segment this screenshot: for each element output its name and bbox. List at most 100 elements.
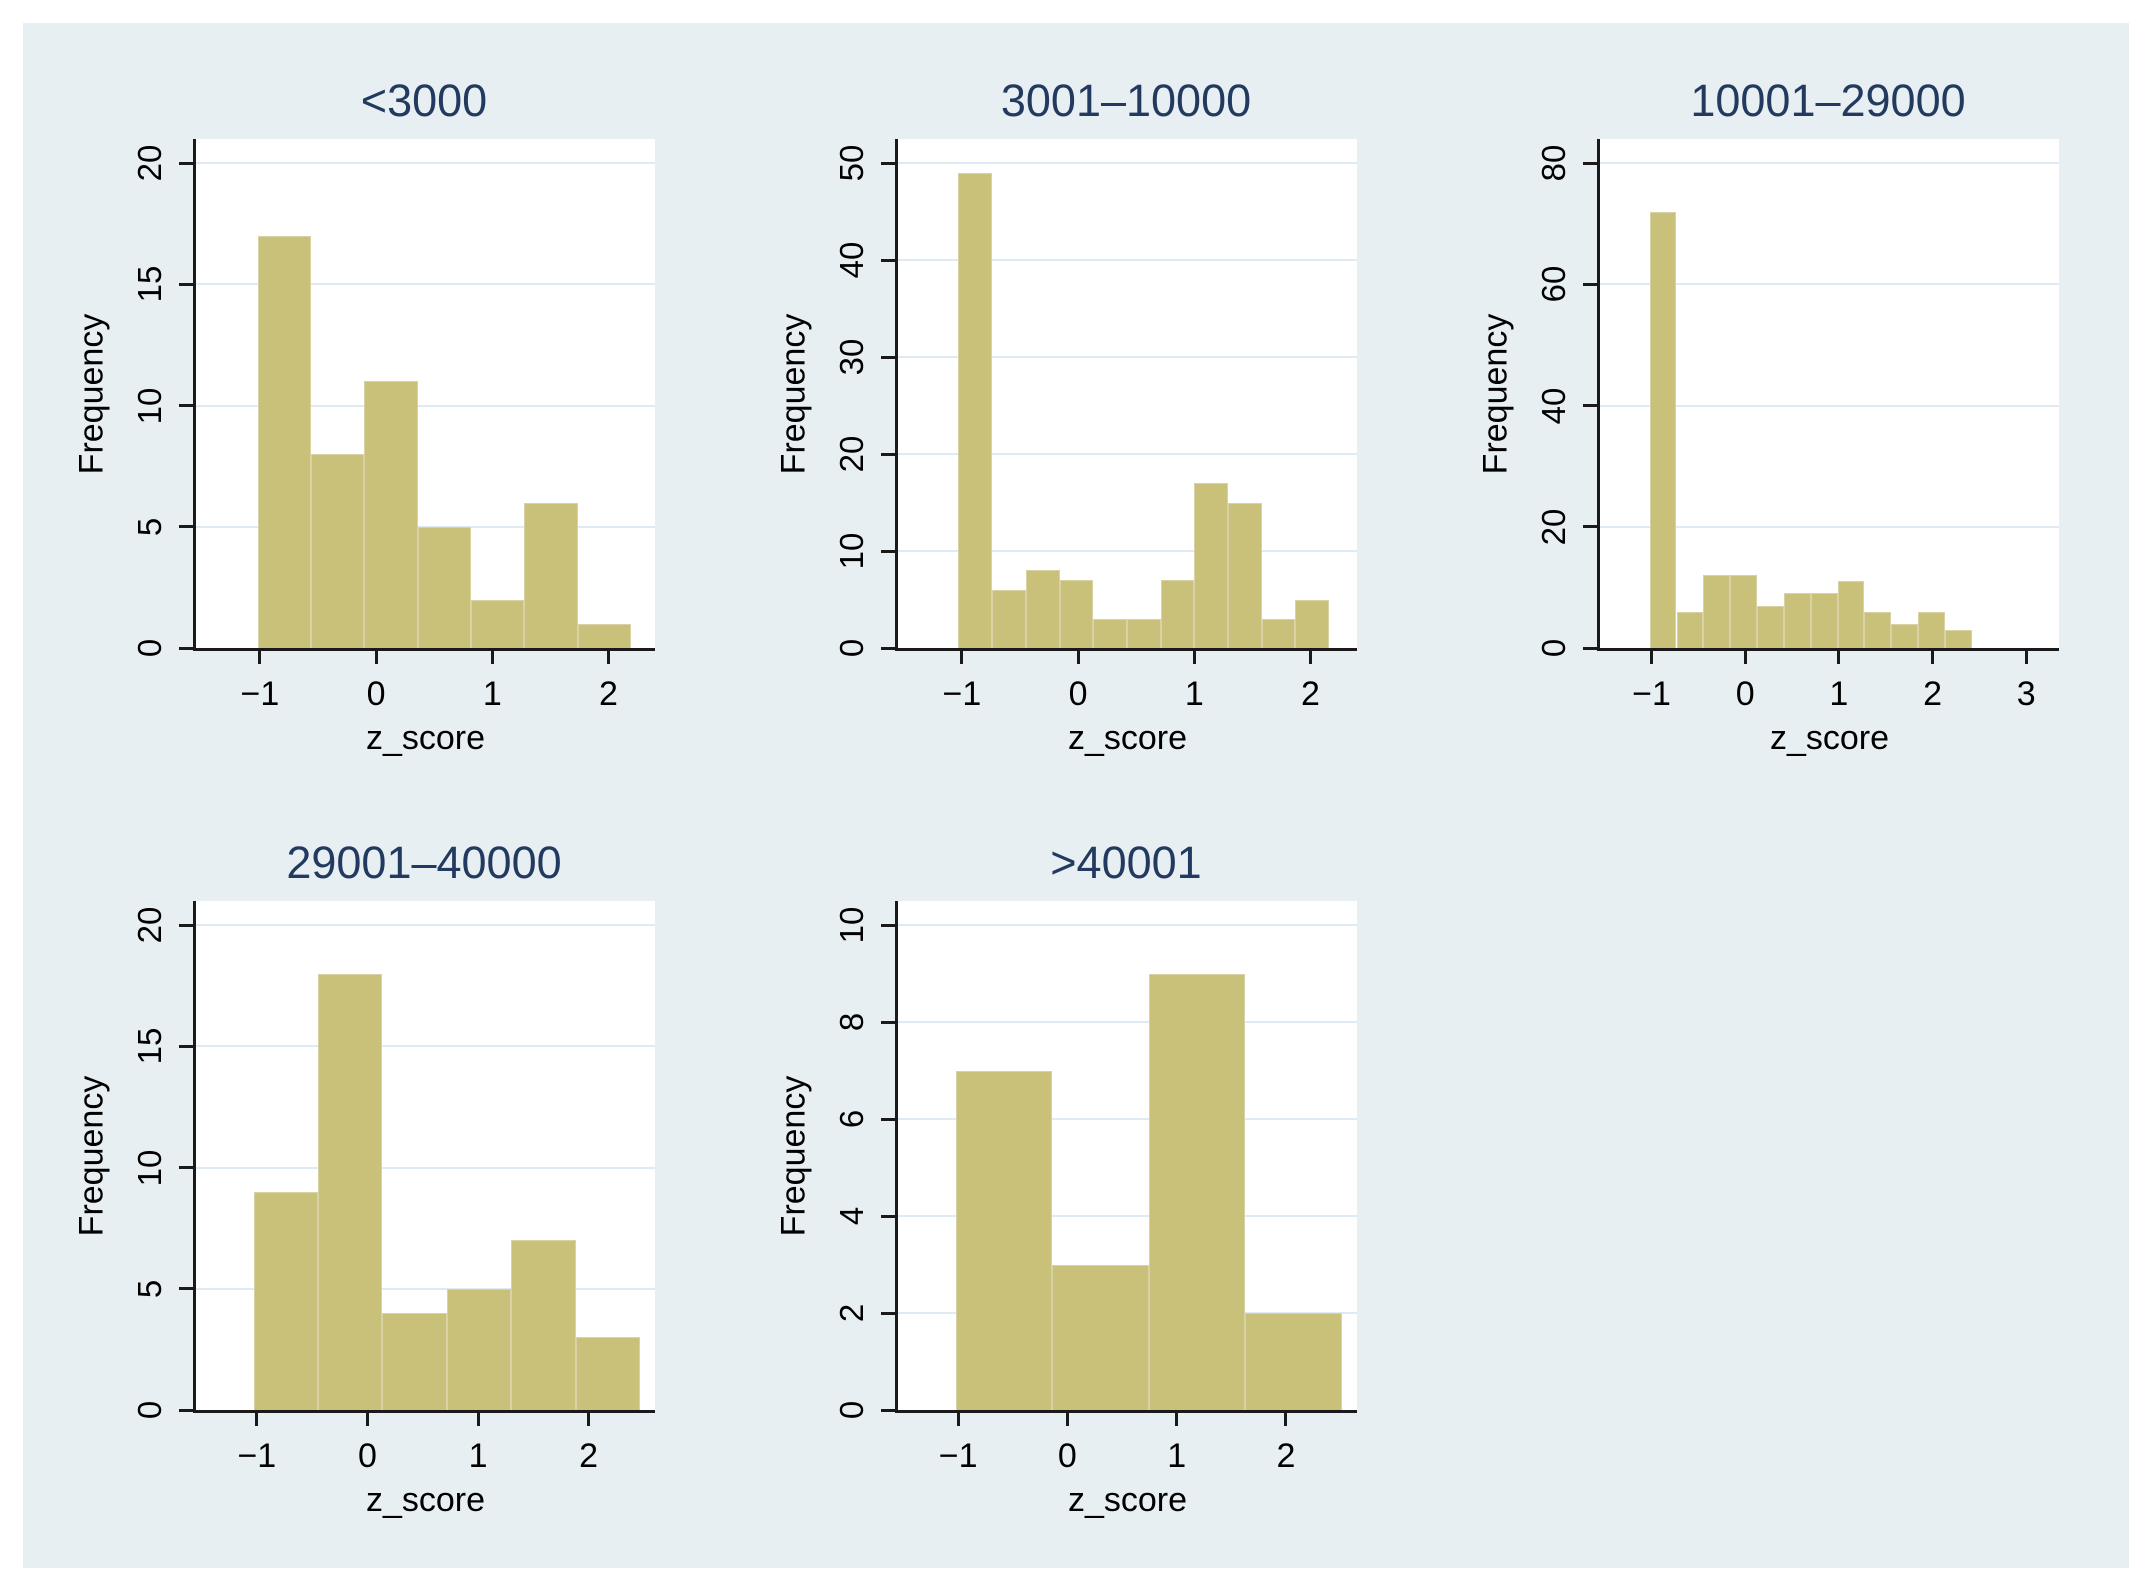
x-tick bbox=[1931, 651, 1935, 664]
bar bbox=[1194, 483, 1228, 648]
x-tick-label: 2 bbox=[599, 675, 618, 713]
y-tick bbox=[881, 452, 895, 456]
y-tick-label: 0 bbox=[833, 1400, 870, 1420]
y-tick-label: 20 bbox=[131, 906, 168, 944]
x-tick bbox=[607, 651, 611, 664]
y-axis-title: Frequency bbox=[774, 313, 813, 474]
bar bbox=[577, 623, 631, 648]
x-tick bbox=[1192, 651, 1196, 664]
x-tick bbox=[255, 1413, 259, 1426]
bar bbox=[955, 1070, 1053, 1410]
y-tick-label: 0 bbox=[1535, 638, 1572, 658]
bar bbox=[1126, 618, 1161, 648]
y-tick-label: 4 bbox=[833, 1206, 870, 1226]
x-axis-title: z_score bbox=[1067, 719, 1188, 757]
bar bbox=[958, 172, 993, 648]
bar bbox=[1783, 593, 1811, 648]
plot-area: 0 10 20 30 40 50 −1 0 1 2 Frequency z_score bbox=[775, 139, 1357, 757]
x-tick bbox=[587, 1413, 591, 1426]
bar bbox=[253, 1191, 318, 1410]
bar bbox=[1676, 611, 1704, 648]
x-tick-label: 2 bbox=[1276, 1437, 1296, 1475]
y-tick bbox=[179, 282, 193, 286]
plot-wrap: 0 10 20 30 40 50 −1 0 1 2 Frequency z_score bbox=[775, 139, 1357, 757]
bar bbox=[992, 589, 1026, 648]
bar bbox=[1757, 605, 1784, 648]
bar bbox=[1649, 211, 1677, 648]
y-tick bbox=[881, 923, 895, 927]
y-tick bbox=[179, 923, 193, 927]
y-tick bbox=[179, 1044, 193, 1048]
x-tick-label: −1 bbox=[240, 675, 280, 713]
bar bbox=[1160, 580, 1195, 648]
plot-area: 0 5 10 15 20 −1 0 1 2 Frequency z_score bbox=[73, 139, 655, 757]
bar bbox=[257, 235, 311, 648]
bar bbox=[1245, 1313, 1342, 1410]
y-tick-label: 30 bbox=[833, 338, 870, 376]
x-tick bbox=[1065, 1413, 1069, 1426]
y-axis-title: Frequency bbox=[1476, 313, 1515, 474]
gridline bbox=[898, 1021, 1357, 1024]
x-tick-label: 1 bbox=[482, 675, 502, 713]
bar bbox=[1703, 575, 1731, 648]
y-tick-label: 40 bbox=[1535, 387, 1572, 424]
bar bbox=[1059, 580, 1094, 648]
histogram-panel-4: 29001–40000 0 5 10 15 20 −1 0 1 2 Frequency z_score bbox=[23, 785, 725, 1547]
bar bbox=[1918, 611, 1946, 648]
x-tick bbox=[476, 1413, 480, 1426]
panel-title: <3000 bbox=[360, 75, 488, 126]
bar bbox=[1891, 623, 1919, 648]
x-tick-label: 0 bbox=[1057, 1437, 1077, 1475]
x-tick-label: −1 bbox=[1632, 675, 1671, 713]
gridline bbox=[196, 1045, 655, 1048]
y-tick-label: 10 bbox=[833, 532, 870, 570]
y-tick-label: 0 bbox=[833, 638, 870, 658]
gridline bbox=[196, 404, 655, 407]
y-tick bbox=[881, 646, 895, 650]
bar bbox=[310, 454, 365, 648]
bar bbox=[364, 381, 418, 648]
bar bbox=[1945, 629, 1972, 648]
y-tick bbox=[1583, 282, 1597, 286]
y-tick-label: 60 bbox=[1535, 266, 1572, 303]
y-tick bbox=[881, 549, 895, 553]
y-axis-title: Frequency bbox=[72, 313, 111, 474]
gridline bbox=[898, 1215, 1357, 1218]
x-tick bbox=[365, 1413, 369, 1426]
x-tick bbox=[960, 651, 964, 664]
x-tick-label: 2 bbox=[579, 1437, 599, 1475]
y-tick bbox=[881, 1311, 895, 1315]
y-tick-label: 20 bbox=[833, 435, 870, 473]
plot-area: 0 5 10 15 20 −1 0 1 2 Frequency z_score bbox=[73, 901, 655, 1519]
y-tick bbox=[179, 1287, 193, 1291]
y-tick bbox=[881, 355, 895, 359]
x-tick-label: −1 bbox=[942, 675, 982, 713]
bar bbox=[1093, 618, 1127, 648]
y-tick-label: 0 bbox=[131, 638, 168, 658]
gridline bbox=[898, 356, 1357, 359]
y-tick bbox=[179, 525, 193, 529]
x-tick-label: −1 bbox=[237, 1437, 277, 1475]
bar bbox=[417, 526, 471, 648]
gridline bbox=[196, 1287, 655, 1290]
bar bbox=[446, 1288, 512, 1410]
y-tick-label: 0 bbox=[131, 1400, 168, 1420]
gridline bbox=[898, 259, 1357, 262]
histogram-panel-3: 10001–29000 0 20 40 60 80 −1 0 1 2 3 Frequency z_sco… bbox=[1427, 23, 2129, 785]
x-tick bbox=[956, 1413, 960, 1426]
x-tick bbox=[1837, 651, 1841, 664]
bar bbox=[1730, 575, 1758, 648]
x-tick-label: 1 bbox=[468, 1437, 488, 1475]
gridline bbox=[1600, 525, 2059, 528]
y-tick bbox=[881, 258, 895, 262]
gridline bbox=[898, 1118, 1357, 1121]
y-tick-label: 5 bbox=[131, 517, 168, 536]
x-tick-label: 0 bbox=[1068, 675, 1088, 713]
y-tick bbox=[179, 1408, 193, 1412]
x-tick-label: 0 bbox=[1735, 675, 1755, 713]
gridline bbox=[196, 162, 655, 165]
y-tick-label: 5 bbox=[131, 1279, 168, 1298]
y-tick bbox=[1583, 646, 1597, 650]
y-tick-label: 15 bbox=[131, 266, 168, 303]
panel-title: 29001–40000 bbox=[286, 837, 562, 888]
